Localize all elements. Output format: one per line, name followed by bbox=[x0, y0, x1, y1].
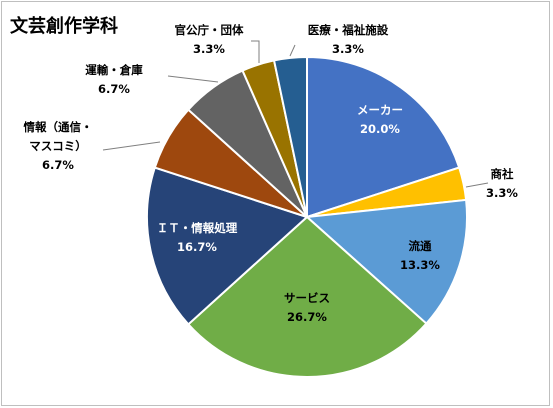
data-label-percent: 6.7% bbox=[98, 82, 130, 96]
data-label-category: サービス bbox=[284, 291, 330, 305]
data-label-percent: 3.3% bbox=[332, 42, 364, 56]
data-label-percent: 20.0% bbox=[360, 122, 400, 136]
data-label-category: 流通 bbox=[409, 239, 432, 253]
data-label-category: 運輸・倉庫 bbox=[85, 63, 143, 77]
data-label-category: 医療・福祉施設 bbox=[308, 23, 389, 37]
data-label-percent: 6.7% bbox=[42, 158, 74, 172]
pie-slice bbox=[304, 198, 468, 325]
pie-slice bbox=[272, 55, 308, 218]
pie-slice bbox=[186, 215, 428, 378]
data-label-category: メーカー bbox=[357, 103, 403, 117]
pie-slice bbox=[306, 55, 461, 219]
data-label-category: ＩＴ・情報処理 bbox=[157, 221, 238, 235]
data-label-percent: 13.3% bbox=[400, 258, 440, 272]
data-label-category: 情報（通信・ bbox=[23, 120, 93, 134]
data-label-percent: 3.3% bbox=[486, 186, 518, 200]
data-label-category: マスコミ） bbox=[29, 139, 87, 153]
leader-line bbox=[289, 44, 296, 57]
data-label-percent: 3.3% bbox=[193, 42, 225, 56]
data-label-category: 官公庁・団体 bbox=[175, 23, 244, 37]
data-label-percent: 26.7% bbox=[287, 310, 327, 324]
data-label-percent: 16.7% bbox=[177, 240, 217, 254]
chart-title: 文芸創作学科 bbox=[10, 16, 118, 37]
leader-line bbox=[167, 75, 219, 83]
pie-slice bbox=[146, 166, 309, 326]
leader-line bbox=[465, 182, 489, 188]
data-label-category: 商社 bbox=[491, 167, 514, 181]
leader-line bbox=[251, 40, 260, 63]
leader-line bbox=[102, 141, 161, 151]
